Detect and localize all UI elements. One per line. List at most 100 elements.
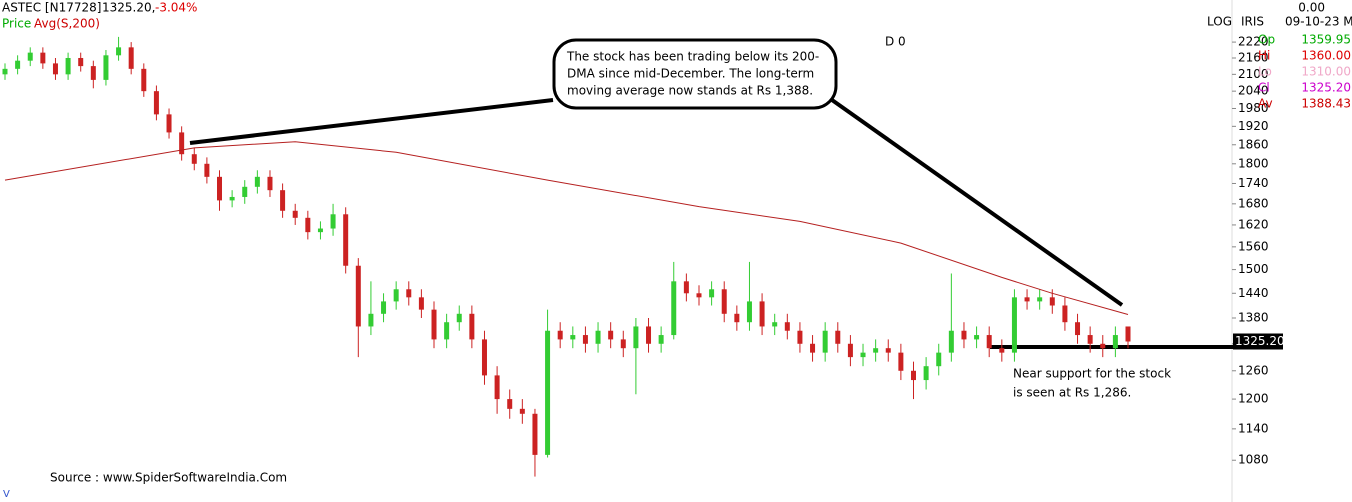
date-label: 09-10-23 Mo — [1285, 15, 1352, 29]
candle-body — [532, 413, 538, 455]
candle-body — [709, 289, 715, 298]
candle-body — [608, 330, 614, 340]
candle-body — [1087, 335, 1093, 344]
candle-body — [910, 370, 916, 381]
candle-body — [368, 313, 374, 327]
y-tick-label: 1440 — [1238, 286, 1269, 300]
price-text: 1325.20, — [102, 1, 155, 15]
y-tick-label: 1140 — [1238, 421, 1269, 435]
candle-body — [822, 330, 828, 353]
candle-body — [481, 339, 487, 376]
y-tick-label: 1800 — [1238, 156, 1269, 170]
candle-body — [254, 176, 260, 187]
candle-body — [784, 322, 790, 331]
candle-body — [78, 57, 84, 67]
candle-body — [317, 228, 323, 233]
candle-body — [898, 352, 904, 371]
candle-body — [860, 352, 866, 358]
candle-body — [746, 301, 752, 323]
candle-body — [116, 47, 122, 56]
candle-body — [797, 330, 803, 344]
symbol: ASTEC [N17728] — [2, 1, 101, 15]
callout-pointer — [189, 98, 554, 145]
candle-body — [1024, 297, 1030, 302]
candle-body — [1100, 343, 1106, 349]
y-tick-label: 1500 — [1238, 262, 1269, 276]
candle-body — [153, 91, 159, 115]
y-tick-label: 2100 — [1238, 67, 1269, 81]
candle-body — [1062, 305, 1068, 323]
candle-body — [330, 214, 336, 229]
candle-body — [772, 322, 778, 327]
callout-box — [552, 38, 838, 110]
candle-body — [671, 281, 677, 336]
last-price-label: 1325.20 — [1235, 334, 1285, 348]
scale-label: LOG — [1207, 15, 1232, 29]
candle-body — [2, 68, 8, 75]
candle-body — [1125, 326, 1131, 342]
info-label: Lo — [1258, 65, 1272, 79]
info-label: Cl — [1258, 81, 1270, 95]
candle-body — [406, 289, 412, 298]
candle-body — [15, 60, 21, 69]
candle-body — [696, 293, 702, 298]
candle-body — [885, 348, 891, 353]
candle-body — [570, 335, 576, 340]
callout-text: DMA since mid-December. The long-term — [567, 67, 814, 81]
info-label: Hi — [1258, 49, 1270, 63]
support-text: Near support for the stock — [1013, 367, 1171, 381]
candle-body — [355, 265, 361, 327]
source: Source : www.SpiderSoftwareIndia.Com — [50, 471, 287, 485]
candle-body — [545, 330, 551, 455]
y-tick-label: 2220 — [1238, 35, 1269, 49]
candle-body — [494, 375, 500, 400]
candle-body — [986, 335, 992, 349]
moving-average — [4, 141, 1129, 315]
candle-body — [179, 132, 185, 155]
candle-body — [444, 322, 450, 340]
y-tick-label: 1920 — [1238, 119, 1269, 133]
candle-body — [456, 313, 462, 323]
candle-body — [469, 313, 475, 340]
info-label: Op — [1258, 33, 1275, 47]
callout-pointer — [830, 98, 1124, 307]
y-tick-label: 1980 — [1238, 101, 1269, 115]
y-tick-label: 1680 — [1238, 196, 1269, 210]
candle-body — [948, 330, 954, 353]
y-tick-label: 1200 — [1238, 392, 1269, 406]
y-tick-label: 1620 — [1238, 217, 1269, 231]
candle-body — [519, 408, 525, 414]
candle-body — [1037, 297, 1043, 302]
candle-body — [191, 154, 197, 164]
candle-body — [847, 343, 853, 358]
y-tick-label: 1560 — [1238, 239, 1269, 253]
candle-body — [507, 399, 513, 409]
candle-body — [141, 68, 147, 92]
candle-body — [267, 176, 273, 191]
candle-body — [557, 330, 563, 340]
candle-body — [242, 186, 248, 197]
top-value: 0.00 — [1298, 1, 1325, 15]
y-tick-label: 1380 — [1238, 310, 1269, 324]
info-label: Av — [1258, 97, 1273, 111]
candle-body — [166, 114, 172, 133]
y-tick-label: 1740 — [1238, 176, 1269, 190]
candle-body — [52, 63, 58, 75]
candle-body — [280, 190, 286, 211]
candle-body — [759, 301, 765, 327]
info-value: 1310.00 — [1301, 65, 1351, 79]
candle-body — [65, 57, 71, 75]
candle-body — [873, 348, 879, 353]
candle-body — [1112, 335, 1118, 349]
y-tick-label: 2160 — [1238, 50, 1269, 64]
last-price-tag — [1233, 333, 1283, 350]
y-tick-label: 2040 — [1238, 84, 1269, 98]
info-value: 1360.00 — [1301, 49, 1351, 63]
candle-body — [810, 343, 816, 353]
candle-body — [683, 281, 689, 294]
candle-body — [381, 301, 387, 314]
info-value: 1325.20 — [1301, 81, 1351, 95]
candle-body — [393, 289, 399, 302]
candle-body — [431, 309, 437, 340]
